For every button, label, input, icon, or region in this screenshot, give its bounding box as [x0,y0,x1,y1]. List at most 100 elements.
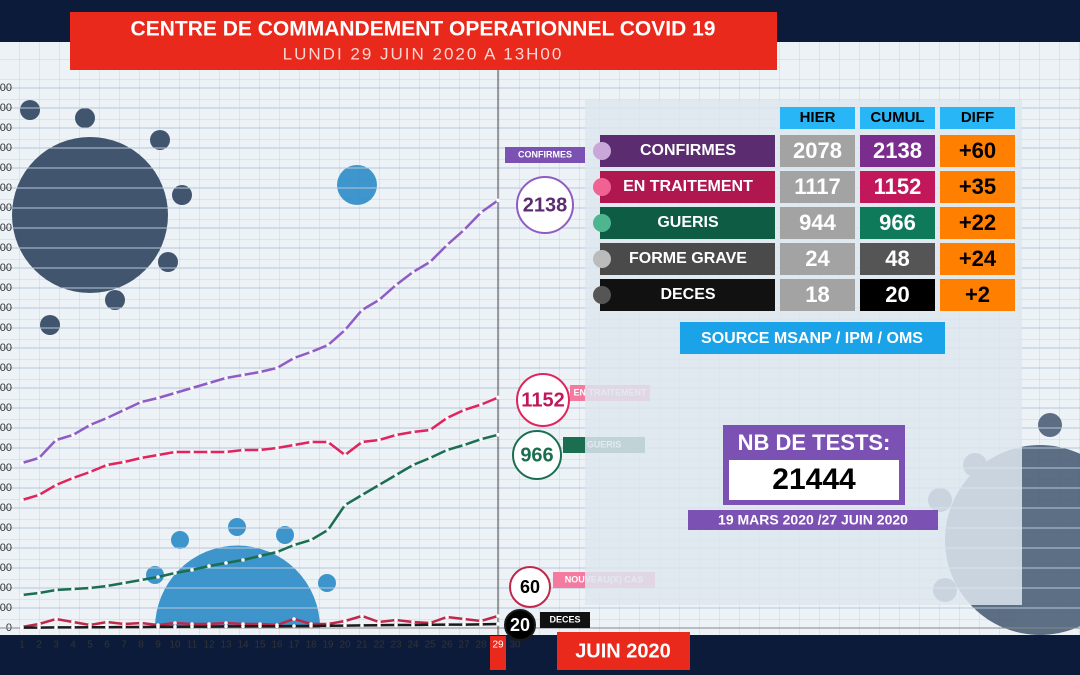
point [190,568,194,572]
point [173,621,177,625]
point [326,624,330,628]
point [224,561,228,565]
x-tick-label: 10 [169,640,181,651]
point [343,623,347,628]
x-tick-label: 13 [220,640,232,651]
y-tick-label: 2400 [0,142,12,154]
y-tick-label: 2600 [0,102,12,114]
point [377,623,381,627]
x-tick-label: 1 [19,640,25,651]
point [343,619,347,623]
y-tick-label: 500 [0,522,12,534]
point [20,593,24,597]
value-label: 20 [510,615,530,635]
point [190,622,194,626]
point [190,624,194,629]
point [54,438,58,442]
cell: +35 [959,174,996,199]
cell: +2 [965,282,990,307]
point [275,446,279,450]
point [411,463,415,467]
point [37,456,41,460]
point [241,558,245,562]
point [394,283,398,287]
x-tick-label: 5 [87,640,93,651]
y-tick-label: 600 [0,502,12,514]
row-label-bg [600,279,775,311]
row-label: EN TRAITEMENT [623,178,753,195]
point [54,483,58,487]
point [224,450,228,454]
y-tick-label: 2200 [0,182,12,194]
cell-bg [860,279,935,311]
x-tick-label: 18 [305,640,317,651]
row-dot [593,250,611,268]
point [88,586,92,590]
row-label-bg [600,243,775,275]
point [360,614,364,618]
point [462,443,466,447]
point [122,625,126,629]
point [224,624,228,629]
y-tick-label: 2300 [0,162,12,174]
x-tick-label: 23 [390,640,402,651]
point [37,493,41,497]
point [241,624,245,629]
point [394,433,398,437]
cell: 2078 [793,138,842,163]
point [445,615,449,619]
y-tick-label: 2500 [0,122,12,134]
point [411,430,415,434]
cell-bg [780,279,855,311]
cell-bg [780,243,855,275]
point [428,428,432,432]
point [292,443,296,447]
cell: 20 [885,282,909,307]
point [71,587,75,591]
cell-bg [940,243,1015,275]
point [37,622,41,626]
cell: 24 [805,246,830,271]
point [241,373,245,377]
tests-value: 21444 [772,463,856,496]
x-tick-label: 2 [36,640,42,651]
column-header-bg [860,107,935,129]
source-box [680,322,945,354]
point [428,260,432,264]
point [326,528,330,532]
x-tick-label: 30 [509,640,521,651]
point [292,356,296,360]
cell: 18 [805,282,829,307]
point [479,437,483,442]
x-tick-label: 3 [53,640,59,651]
y-tick-label: 1900 [0,242,12,254]
value-bubble [512,430,562,480]
column-header-bg [780,107,855,129]
point [207,624,211,629]
y-tick-label: 1600 [0,302,12,314]
point [343,503,347,507]
y-tick-label: 1100 [0,402,12,414]
y-tick-label: 1000 [0,422,12,434]
column-header: DIFF [961,109,994,126]
x-tick-label: 6 [104,640,110,651]
point [394,473,398,477]
subtitle: LUNDI 29 JUIN 2020 A 13H00 [283,44,564,63]
cell-bg [780,171,855,203]
x-tick-label: 24 [407,640,419,651]
point [360,308,364,312]
y-tick-label: 2100 [0,202,12,214]
point [207,450,211,454]
point [496,622,500,626]
point [105,620,109,624]
point [411,270,415,274]
point [445,416,449,420]
point [156,396,160,400]
point [377,438,381,442]
point [122,581,126,585]
point [122,622,126,626]
value-label: 1152 [521,389,564,411]
x-tick-label: 15 [254,640,266,651]
row-dot [593,214,611,232]
